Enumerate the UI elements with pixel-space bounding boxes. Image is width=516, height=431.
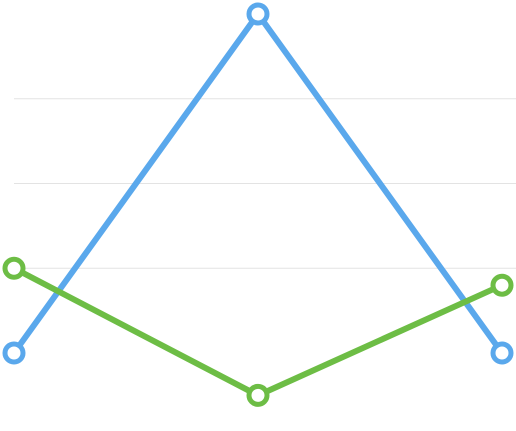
series-2-line bbox=[11, 265, 505, 399]
series-2-point-1 bbox=[2, 256, 26, 280]
gridlines bbox=[14, 98, 516, 269]
series-1-point-3 bbox=[490, 341, 514, 365]
series-1-point-1 bbox=[2, 341, 26, 365]
series-2-point-3 bbox=[490, 273, 514, 297]
series-lines bbox=[11, 11, 505, 399]
series-1-point-2 bbox=[246, 2, 270, 26]
series-2-point-2 bbox=[246, 383, 270, 407]
series-points bbox=[2, 2, 514, 407]
